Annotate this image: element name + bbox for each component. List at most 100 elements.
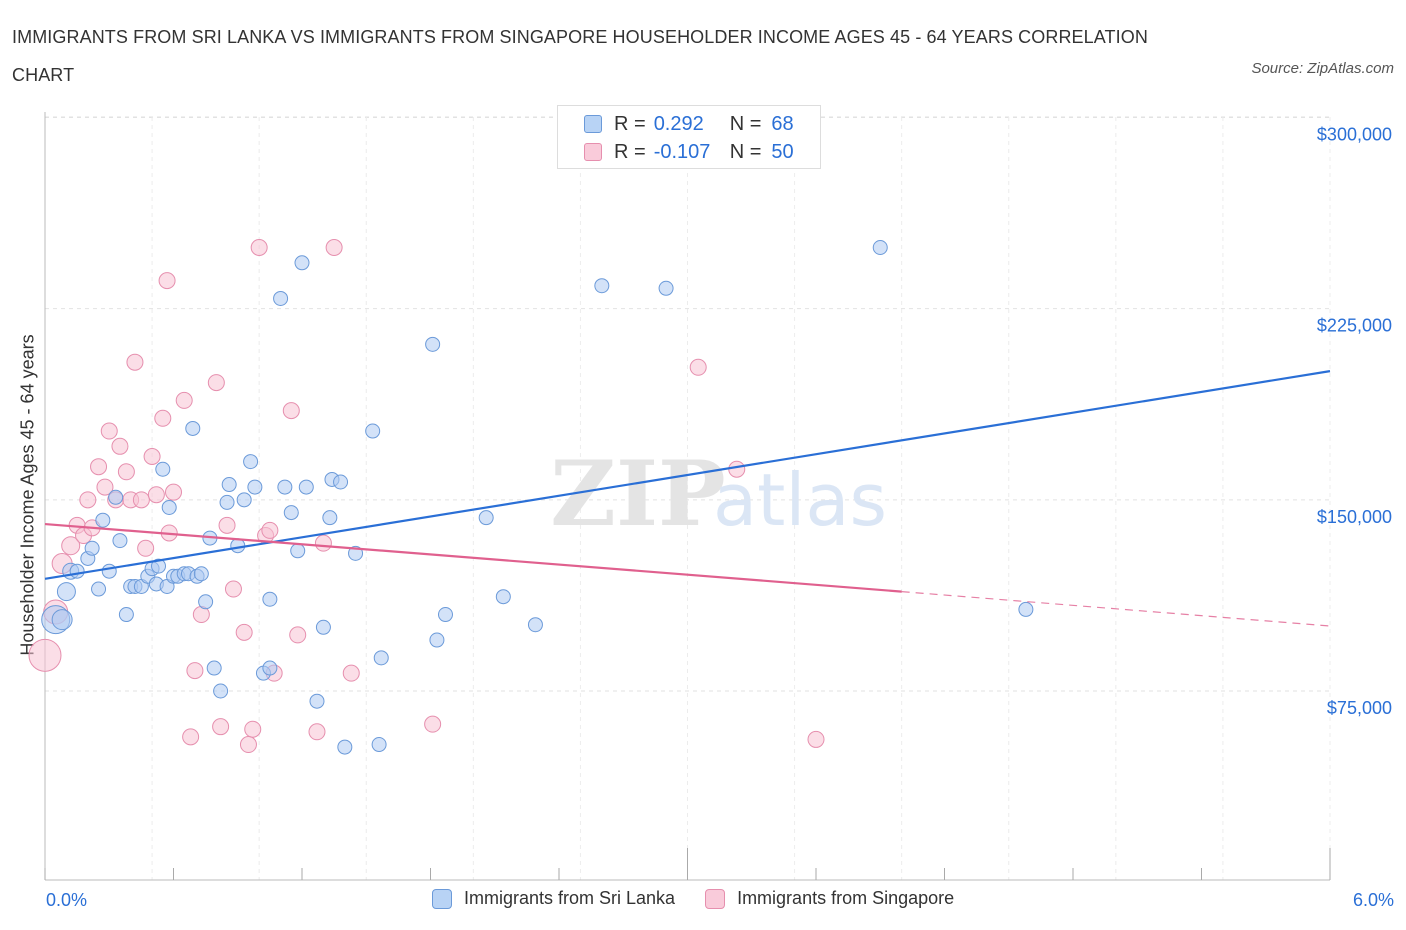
- point-sri-lanka: [108, 489, 124, 505]
- points-singapore: [28, 238, 825, 754]
- legend-n-value: 68: [771, 112, 794, 135]
- legend-r-label: R =: [614, 140, 646, 163]
- point-sri-lanka: [243, 454, 259, 470]
- point-sri-lanka: [294, 255, 310, 271]
- point-sri-lanka: [290, 543, 306, 559]
- point-sri-lanka: [373, 650, 389, 666]
- point-sri-lanka: [315, 619, 331, 635]
- point-sri-lanka: [221, 477, 237, 493]
- point-singapore: [147, 486, 165, 504]
- point-sri-lanka: [101, 563, 117, 579]
- point-sri-lanka: [495, 589, 511, 605]
- point-singapore: [158, 272, 176, 290]
- chart-source: Source: ZipAtlas.com: [1251, 60, 1394, 77]
- point-sri-lanka: [56, 582, 76, 602]
- point-sri-lanka: [219, 494, 235, 510]
- y-tick-label: $300,000: [1317, 125, 1392, 145]
- point-singapore: [728, 460, 746, 478]
- point-sri-lanka: [262, 591, 278, 607]
- point-singapore: [186, 662, 204, 680]
- legend-n-label: N =: [729, 112, 762, 135]
- point-singapore: [314, 534, 332, 552]
- point-singapore: [154, 409, 172, 427]
- point-sri-lanka: [425, 336, 441, 352]
- axes: [44, 112, 1331, 881]
- point-singapore: [212, 718, 230, 736]
- point-sri-lanka: [51, 609, 73, 631]
- point-singapore: [182, 728, 200, 746]
- point-sri-lanka: [658, 280, 674, 296]
- point-singapore: [282, 402, 300, 420]
- watermark-zip: ZIP: [550, 441, 725, 547]
- point-singapore: [689, 358, 707, 376]
- series-swatch-singapore: [705, 888, 726, 909]
- point-sri-lanka: [151, 558, 167, 574]
- chart-title: IMMIGRANTS FROM SRI LANKA VS IMMIGRANTS …: [12, 27, 1148, 85]
- point-singapore: [165, 483, 182, 501]
- point-sri-lanka: [236, 492, 252, 508]
- point-sri-lanka: [230, 538, 246, 554]
- point-singapore: [207, 374, 225, 392]
- point-sri-lanka: [478, 510, 494, 526]
- point-sri-lanka: [91, 581, 107, 597]
- x-tick-label-max: 6.0%: [1352, 890, 1394, 910]
- point-singapore: [132, 491, 150, 509]
- point-singapore: [224, 580, 242, 598]
- point-singapore: [424, 715, 442, 733]
- legend-row-sri-lanka: R = 0.292 N = 68: [584, 110, 794, 138]
- legend-r-label: R =: [614, 112, 646, 135]
- point-singapore: [96, 478, 114, 496]
- series-label-sri-lanka: Immigrants from Sri Lanka: [464, 888, 676, 908]
- point-singapore: [111, 437, 129, 455]
- point-singapore: [807, 730, 825, 748]
- series-legend-singapore: Immigrants from Singapore: [705, 888, 954, 909]
- trend-line-singapore-extension: [901, 590, 1331, 627]
- y-tick-label: $225,000: [1317, 316, 1392, 336]
- y-tick-labels: $75,000 $150,000 $225,000 $300,000: [1317, 125, 1392, 719]
- point-sri-lanka: [193, 566, 209, 582]
- point-singapore: [325, 238, 343, 256]
- point-singapore: [175, 391, 193, 409]
- legend-swatch-sri-lanka: [584, 115, 602, 133]
- point-singapore: [117, 463, 135, 481]
- point-singapore: [261, 521, 279, 539]
- point-singapore: [143, 448, 161, 466]
- series-label-singapore: Immigrants from Singapore: [737, 888, 955, 908]
- point-singapore: [342, 664, 360, 682]
- trend-lines: [44, 370, 1331, 627]
- point-sri-lanka: [527, 617, 543, 633]
- point-singapore: [90, 458, 108, 476]
- point-singapore: [100, 422, 118, 440]
- series-legend-sri-lanka: Immigrants from Sri Lanka: [432, 888, 675, 909]
- point-sri-lanka: [84, 540, 100, 556]
- point-sri-lanka: [273, 290, 289, 306]
- point-sri-lanka: [69, 563, 85, 579]
- point-singapore: [250, 238, 268, 256]
- point-singapore: [235, 623, 253, 641]
- points-sri-lanka: [41, 239, 1034, 755]
- point-sri-lanka: [337, 739, 353, 755]
- point-singapore: [239, 736, 257, 754]
- point-sri-lanka: [161, 499, 177, 515]
- point-sri-lanka: [429, 632, 445, 648]
- y-tick-label: $75,000: [1327, 698, 1392, 718]
- trend-line-sri-lanka: [44, 370, 1331, 580]
- point-sri-lanka: [594, 278, 610, 294]
- y-tick-label: $150,000: [1317, 507, 1392, 527]
- point-sri-lanka: [333, 474, 349, 490]
- legend-row-singapore: R = -0.107 N = 50: [584, 138, 794, 166]
- point-sri-lanka: [365, 423, 381, 439]
- legend-r-value: -0.107: [653, 140, 711, 163]
- point-sri-lanka: [283, 505, 299, 521]
- point-sri-lanka: [206, 660, 222, 676]
- point-singapore: [244, 720, 262, 738]
- series-swatch-sri-lanka: [432, 888, 452, 909]
- point-singapore: [79, 491, 97, 509]
- legend-swatch-singapore: [584, 143, 602, 161]
- legend-n-label: N =: [729, 140, 762, 163]
- point-sri-lanka: [322, 510, 338, 526]
- point-sri-lanka: [155, 461, 171, 477]
- point-singapore: [61, 536, 81, 556]
- point-sri-lanka: [371, 737, 387, 753]
